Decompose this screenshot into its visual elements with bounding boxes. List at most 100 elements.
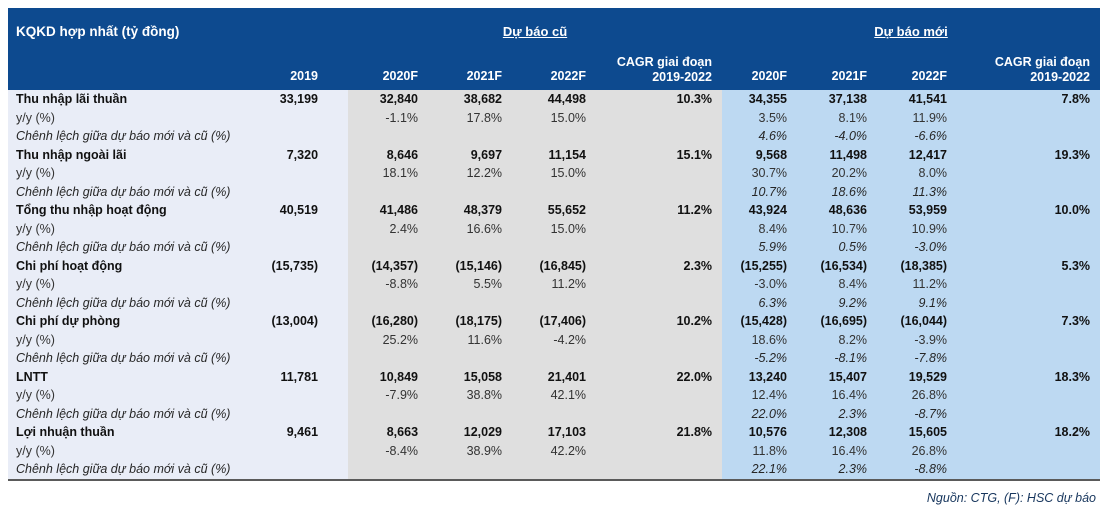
cell: 9,697	[432, 145, 517, 164]
cell	[516, 404, 601, 423]
cell: -8.8%	[881, 460, 962, 481]
cell: 10.9%	[881, 219, 962, 238]
table-row: y/y (%) -1.1% 17.8% 15.0% 3.5% 8.1% 11.9%	[8, 108, 1101, 127]
cell: 12,308	[801, 423, 882, 442]
cell: (15,735)	[256, 256, 349, 275]
table-body: Thu nhập lãi thuần 33,199 32,840 38,682 44,4…	[8, 90, 1101, 481]
cell: 8.0%	[881, 164, 962, 183]
cell: 17.8%	[432, 108, 517, 127]
cell: 18.6%	[722, 330, 802, 349]
cell: 8.4%	[722, 219, 802, 238]
cell	[348, 404, 433, 423]
cell: 15.0%	[516, 219, 601, 238]
cell: 9,568	[722, 145, 802, 164]
old-forecast-section-label: Dự báo cũ	[502, 23, 568, 39]
cell: 15,058	[432, 367, 517, 386]
cell: 10.7%	[722, 182, 802, 201]
new-forecast-section-label: Dự báo mới	[874, 23, 948, 39]
columns-row: 2019 2020F 2021F 2022F CAGR giai đoạn 20…	[8, 54, 1101, 90]
cell: 26.8%	[881, 441, 962, 460]
cell	[256, 182, 349, 201]
cell	[600, 441, 723, 460]
cell	[256, 164, 349, 183]
cell	[256, 441, 349, 460]
cell	[600, 219, 723, 238]
cell: 8.2%	[801, 330, 882, 349]
cell: 8.4%	[801, 275, 882, 294]
cell: 15,605	[881, 423, 962, 442]
cell: 4.6%	[722, 127, 802, 146]
cell	[600, 404, 723, 423]
label-column-header	[8, 54, 256, 90]
cell: 9.2%	[801, 293, 882, 312]
cell: 6.3%	[722, 293, 802, 312]
cell: 17,103	[516, 423, 601, 442]
row-label: LNTT	[8, 367, 256, 386]
row-label: Chi phí dự phòng	[8, 312, 256, 331]
cell: (18,175)	[432, 312, 517, 331]
cell: 38,682	[432, 90, 517, 109]
cell: 30.7%	[722, 164, 802, 183]
cell: -8.4%	[348, 441, 433, 460]
cell	[256, 460, 349, 481]
cell: 44,498	[516, 90, 601, 109]
cell: 11.9%	[881, 108, 962, 127]
cell	[432, 293, 517, 312]
cell	[432, 127, 517, 146]
cell: 11.2%	[600, 201, 723, 220]
cell: 33,199	[256, 90, 349, 109]
row-label: y/y (%)	[8, 275, 256, 294]
row-label: Thu nhập ngoài lãi	[8, 145, 256, 164]
cell: 10.0%	[961, 201, 1101, 220]
title-row: KQKD hợp nhất (tỷ đồng) Dự báo cũ Dự báo…	[8, 8, 1101, 54]
cell: 7,320	[256, 145, 349, 164]
cell	[256, 330, 349, 349]
table-row: Chênh lệch giữa dự báo mới và cũ (%) 5.9%…	[8, 238, 1101, 257]
cell: 34,355	[722, 90, 802, 109]
cell: 53,959	[881, 201, 962, 220]
cell: (16,280)	[348, 312, 433, 331]
table-row: Tổng thu nhập hoạt động 40,519 41,486 48,37…	[8, 201, 1101, 220]
cell	[961, 293, 1101, 312]
row-label: Lợi nhuận thuần	[8, 423, 256, 442]
table-row: y/y (%) -8.4% 38.9% 42.2% 11.8% 16.4% 26.8%	[8, 441, 1101, 460]
cell: 11.2%	[881, 275, 962, 294]
cell: 11.3%	[881, 182, 962, 201]
cell: 19,529	[881, 367, 962, 386]
row-label: y/y (%)	[8, 108, 256, 127]
table-row: Chênh lệch giữa dự báo mới và cũ (%) 10.7…	[8, 182, 1101, 201]
cell: 7.3%	[961, 312, 1101, 331]
cell: 2.3%	[600, 256, 723, 275]
cell	[961, 330, 1101, 349]
cell: 2.3%	[801, 404, 882, 423]
cell	[516, 127, 601, 146]
cell	[600, 293, 723, 312]
cell: 18.2%	[961, 423, 1101, 442]
cell: 11.6%	[432, 330, 517, 349]
cell: 15.1%	[600, 145, 723, 164]
cell: 55,652	[516, 201, 601, 220]
cell	[961, 349, 1101, 368]
cell	[348, 127, 433, 146]
row-label: Thu nhập lãi thuần	[8, 90, 256, 109]
cell: 2.3%	[801, 460, 882, 481]
cell: 20.2%	[801, 164, 882, 183]
cell	[348, 349, 433, 368]
cell: 5.9%	[722, 238, 802, 257]
row-label: Chênh lệch giữa dự báo mới và cũ (%)	[8, 404, 256, 423]
cell: (15,146)	[432, 256, 517, 275]
cell: 19.3%	[961, 145, 1101, 164]
cell: 11.2%	[516, 275, 601, 294]
cell: 18.1%	[348, 164, 433, 183]
column-header-old-2021f: 2021F	[432, 54, 517, 90]
cell	[348, 460, 433, 481]
table-row: Chênh lệch giữa dự báo mới và cũ (%) 4.6%…	[8, 127, 1101, 146]
cell: -7.9%	[348, 386, 433, 405]
cell: 7.8%	[961, 90, 1101, 109]
cell	[600, 182, 723, 201]
cell	[600, 386, 723, 405]
cell: (15,428)	[722, 312, 802, 331]
cell: 11,781	[256, 367, 349, 386]
cell	[600, 330, 723, 349]
